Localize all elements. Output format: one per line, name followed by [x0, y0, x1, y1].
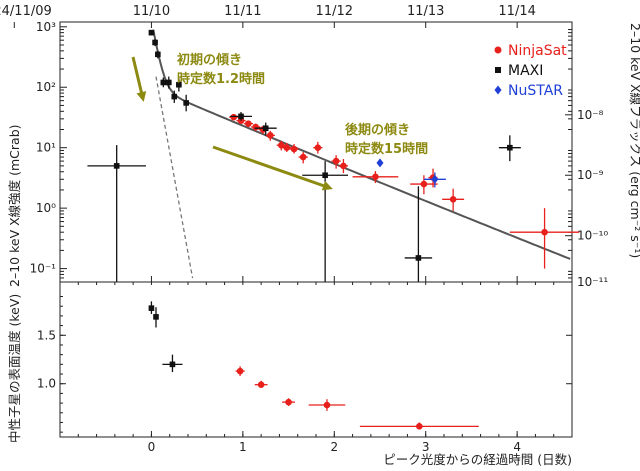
top-point-maxi: [166, 79, 172, 86]
bottom-ylabel: 中性子星の表面温度 (keV): [7, 294, 22, 443]
late-slope-label: 後期の傾き: [345, 122, 410, 138]
y-right-tick-label: 10⁻¹¹: [577, 275, 608, 289]
y-tick-label: 10²: [36, 80, 56, 94]
top-point-maxi: [160, 79, 167, 86]
top-point-maxi: [183, 100, 189, 106]
top-point-maxi: [262, 125, 269, 132]
top-point-ninjasat: [283, 144, 291, 151]
legend: NinjaSat MAXI NuSTAR: [494, 43, 567, 99]
top-point-maxi: [155, 51, 161, 58]
initial-slope-label: 時定数1.2時間: [177, 71, 265, 87]
y2-tick-label: 1.5: [37, 328, 56, 342]
top-ylabel-right: 2–10 keV X線フラックス (erg cm⁻² s⁻¹): [628, 23, 640, 258]
y-tick-label: 10¹: [36, 141, 56, 155]
top-frame: [59, 21, 573, 283]
top-point-maxi: [113, 163, 120, 169]
top-point-ninjasat: [449, 196, 457, 203]
top-point-ninjasat: [340, 162, 347, 170]
legend-marker-nustar: [494, 85, 502, 95]
top-point-ninjasat: [245, 120, 252, 127]
top-point-maxi: [507, 144, 513, 151]
top-point-ninjasat: [372, 173, 379, 181]
fit-curve: [152, 29, 571, 260]
top-point-maxi: [322, 172, 328, 179]
legend-marker-maxi: [495, 67, 501, 73]
y-right-tick-label: 10⁻⁸: [577, 108, 604, 122]
bottom-point-ninjasat: [416, 423, 423, 430]
bottom-xlabel: ピーク光度からの経過時間 (日数): [383, 452, 572, 467]
top-point-maxi: [176, 81, 182, 88]
y-right-tick-label: 10⁻⁹: [577, 168, 604, 182]
legend-label-maxi: MAXI: [508, 63, 543, 79]
top-point-maxi: [415, 255, 422, 261]
top-point-ninjasat: [277, 141, 285, 149]
initial-slope-label: 初期の傾き: [177, 52, 242, 68]
legend-marker-ninjasat: [494, 46, 502, 54]
legend-label-nustar: NuSTAR: [508, 83, 563, 99]
top-point-ninjasat: [420, 180, 428, 188]
axis-labels: 2–10 keV X線強度 (mCrab) 2–10 keV X線フラックス (…: [7, 23, 640, 467]
x-tick-label: 0: [148, 440, 156, 454]
y2-tick-label: 1.0: [37, 377, 56, 391]
bottom-point-ninjasat: [257, 381, 265, 388]
date-tick-label: 11/13: [407, 4, 444, 19]
bottom-point-maxi: [148, 305, 155, 311]
date-tick-label: 2024/11/09: [0, 4, 52, 19]
bottom-point-ninjasat: [285, 398, 292, 406]
top-point-maxi: [152, 39, 158, 46]
top-point-ninjasat: [332, 157, 340, 165]
y-tick-label: 10⁰: [36, 201, 56, 215]
initial-slope-arrow: [131, 56, 147, 102]
y-tick-label: 10³: [36, 20, 56, 34]
top-point-ninjasat: [314, 144, 322, 151]
x-tick-label: 4: [513, 440, 521, 454]
top-ylabel: 2–10 keV X線強度 (mCrab): [7, 124, 22, 287]
bottom-point-maxi: [169, 361, 176, 368]
top-point-maxi: [171, 93, 178, 100]
top-point-ninjasat: [299, 153, 307, 161]
top-panel: 2024/11/09 11/10 11/11 11/12 11/13 11/14 10⁻¹ 1…: [0, 4, 608, 289]
top-point-maxi: [238, 113, 244, 120]
date-tick-label: 11/14: [498, 4, 535, 19]
x-tick-label: 1: [239, 440, 247, 454]
top-point-ninjasat: [290, 145, 298, 153]
top-point-ninjasat: [230, 113, 238, 121]
x-tick-label: 3: [422, 440, 430, 454]
bottom-point-ninjasat: [323, 401, 331, 409]
x-tick-label: 2: [330, 440, 338, 454]
date-tick-label: 11/10: [133, 4, 170, 19]
bottom-point-maxi: [153, 314, 159, 320]
legend-label-ninjasat: NinjaSat: [508, 43, 567, 59]
top-point-ninjasat: [266, 132, 274, 139]
y-right-tick-label: 10⁻¹⁰: [577, 229, 608, 243]
bottom-panel: 0 1 2 3 4 1.0 1.5: [37, 281, 573, 454]
top-point-nustar: [376, 158, 384, 168]
initial-decay-line: [155, 76, 194, 279]
top-point-nustar: [431, 174, 439, 184]
late-slope-label: 時定数15時間: [345, 141, 428, 157]
date-tick-label: 11/11: [224, 4, 261, 19]
bottom-point-ninjasat: [236, 367, 244, 375]
top-point-ninjasat: [252, 123, 259, 131]
top-point-maxi: [148, 29, 155, 36]
top-point-ninjasat: [541, 228, 548, 236]
y-tick-label: 10⁻¹: [30, 262, 57, 276]
date-tick-label: 11/12: [316, 4, 353, 19]
bottom-frame: [59, 281, 573, 438]
late-slope-arrow: [212, 145, 333, 191]
